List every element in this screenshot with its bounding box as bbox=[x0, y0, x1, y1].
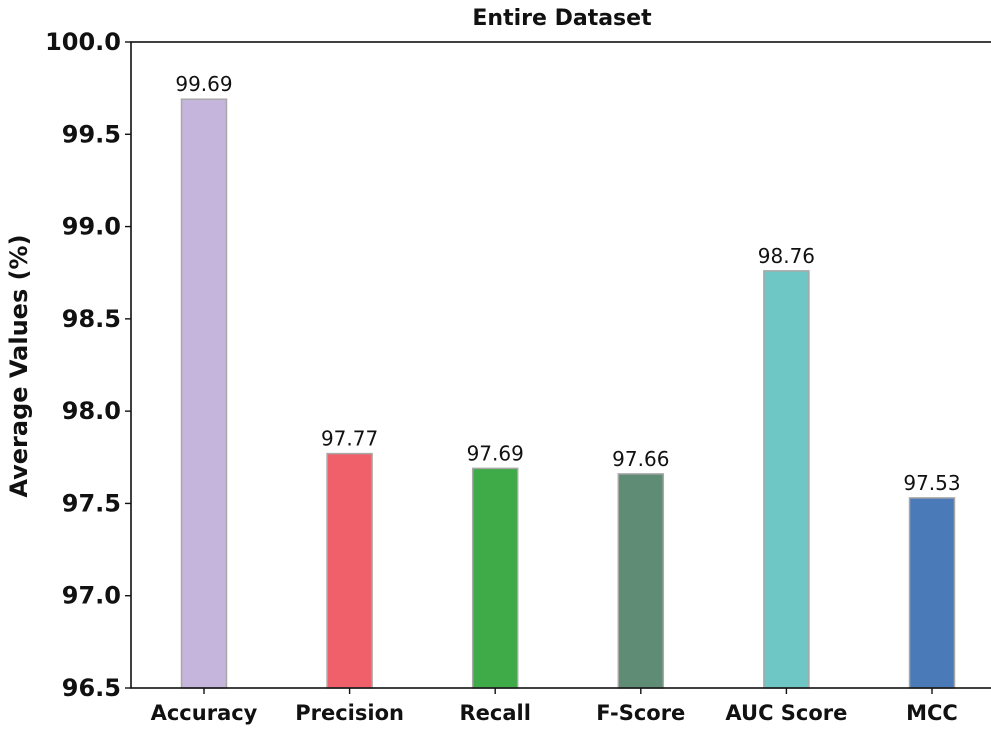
bar-precision bbox=[326, 452, 373, 689]
y-tick-label: 97.5 bbox=[62, 489, 121, 517]
x-tick-label: F-Score bbox=[596, 701, 685, 725]
y-tick-label: 100.0 bbox=[45, 28, 121, 56]
y-tick-label: 99.5 bbox=[62, 120, 121, 148]
x-tick-label: MCC bbox=[906, 701, 958, 725]
data-label: 97.66 bbox=[612, 447, 669, 471]
x-tick-label: Precision bbox=[295, 701, 404, 725]
chart-title: Entire Dataset bbox=[472, 6, 652, 31]
x-tick-label: Accuracy bbox=[151, 701, 258, 725]
bar-f-score bbox=[617, 473, 665, 689]
y-tick-label: 96.5 bbox=[62, 674, 121, 702]
y-tick-label: 98.0 bbox=[62, 397, 121, 425]
bars-group bbox=[180, 98, 956, 689]
y-tick-label: 99.0 bbox=[62, 213, 121, 241]
x-tick-label: AUC Score bbox=[725, 701, 847, 725]
bar-auc-score bbox=[763, 270, 810, 689]
x-axis: Accuracy Precision Recall F-Score AUC Score M… bbox=[151, 688, 958, 725]
value-labels-group: 99.69 97.77 97.69 97.66 98.76 97.53 bbox=[175, 72, 960, 495]
x-tick-label: Recall bbox=[459, 701, 530, 725]
y-tick-label: 98.5 bbox=[62, 305, 121, 333]
y-axis-label: Average Values (%) bbox=[5, 234, 33, 497]
data-label: 97.77 bbox=[321, 427, 378, 451]
y-tick-label: 97.0 bbox=[62, 582, 121, 610]
y-axis: 96.5 97.0 97.5 98.0 98.5 99.0 99.5 100.0 bbox=[45, 28, 131, 702]
bar-accuracy bbox=[180, 98, 228, 689]
data-label: 97.69 bbox=[467, 441, 524, 465]
data-label: 98.76 bbox=[758, 244, 815, 268]
bar-recall bbox=[471, 467, 519, 689]
bar-mcc bbox=[908, 497, 956, 689]
data-label: 97.53 bbox=[903, 471, 960, 495]
data-label: 99.69 bbox=[175, 72, 232, 96]
plot-frame bbox=[130, 41, 991, 689]
